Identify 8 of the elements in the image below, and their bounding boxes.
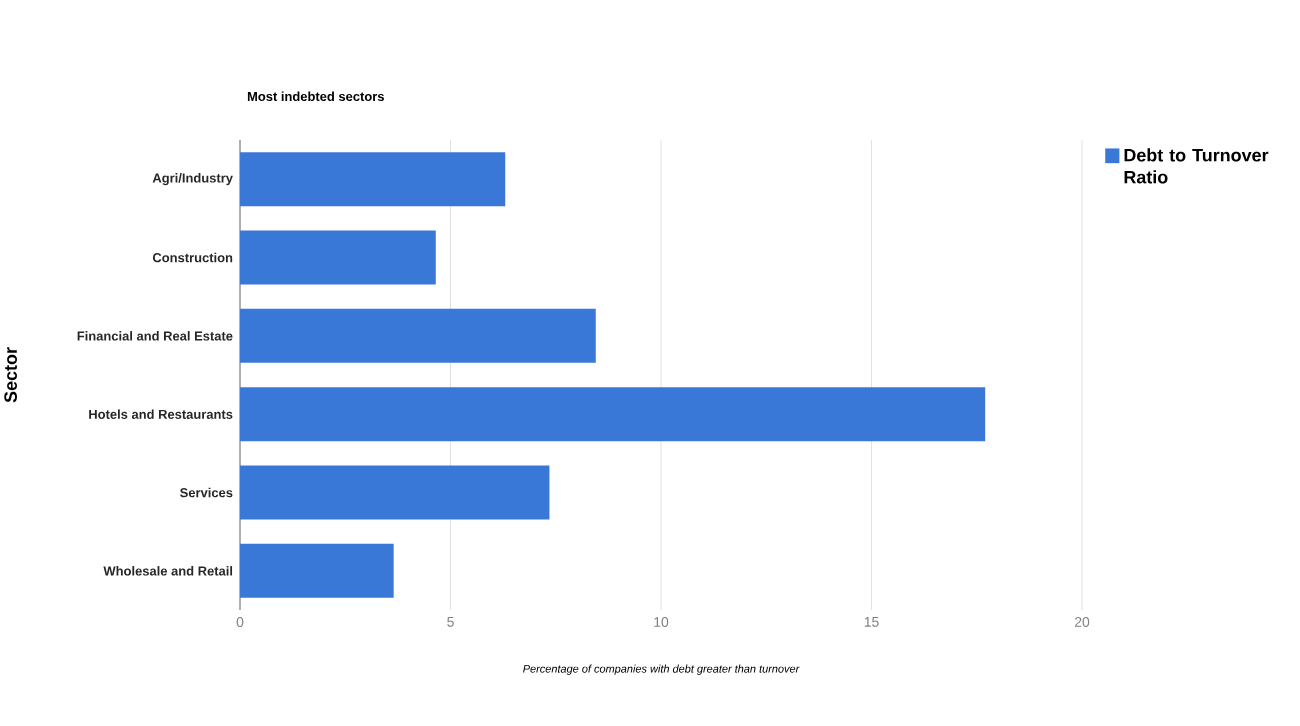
bar: [240, 387, 986, 442]
legend-label: Debt to Turnover Ratio: [1124, 148, 1269, 184]
bar: [240, 543, 394, 598]
y-axis-title: Sector: [4, 347, 17, 403]
bar: [240, 152, 506, 207]
bar: [240, 465, 550, 520]
bar: [240, 230, 436, 285]
bar: [240, 308, 596, 363]
